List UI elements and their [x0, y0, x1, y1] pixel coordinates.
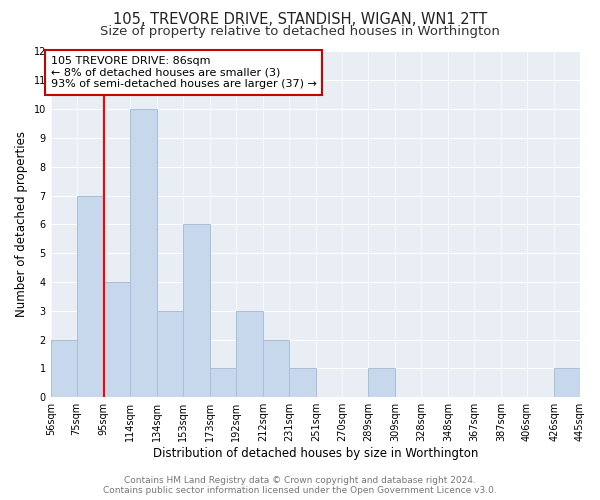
Text: Size of property relative to detached houses in Worthington: Size of property relative to detached ho…	[100, 25, 500, 38]
Bar	[368, 368, 395, 397]
Text: 105, TREVORE DRIVE, STANDISH, WIGAN, WN1 2TT: 105, TREVORE DRIVE, STANDISH, WIGAN, WN1…	[113, 12, 487, 28]
Text: Contains public sector information licensed under the Open Government Licence v3: Contains public sector information licen…	[103, 486, 497, 495]
Text: 105 TREVORE DRIVE: 86sqm
← 8% of detached houses are smaller (3)
93% of semi-det: 105 TREVORE DRIVE: 86sqm ← 8% of detache…	[51, 56, 317, 89]
Bar	[77, 196, 104, 397]
X-axis label: Distribution of detached houses by size in Worthington: Distribution of detached houses by size …	[153, 447, 478, 460]
Bar	[289, 368, 316, 397]
Bar	[236, 311, 263, 397]
Bar	[51, 340, 77, 397]
Bar	[554, 368, 580, 397]
Text: Contains HM Land Registry data © Crown copyright and database right 2024.: Contains HM Land Registry data © Crown c…	[124, 476, 476, 485]
Bar	[157, 311, 183, 397]
Bar	[183, 224, 210, 397]
Bar	[210, 368, 236, 397]
Y-axis label: Number of detached properties: Number of detached properties	[15, 132, 28, 318]
Bar	[130, 109, 157, 397]
Bar	[263, 340, 289, 397]
Bar	[104, 282, 130, 397]
